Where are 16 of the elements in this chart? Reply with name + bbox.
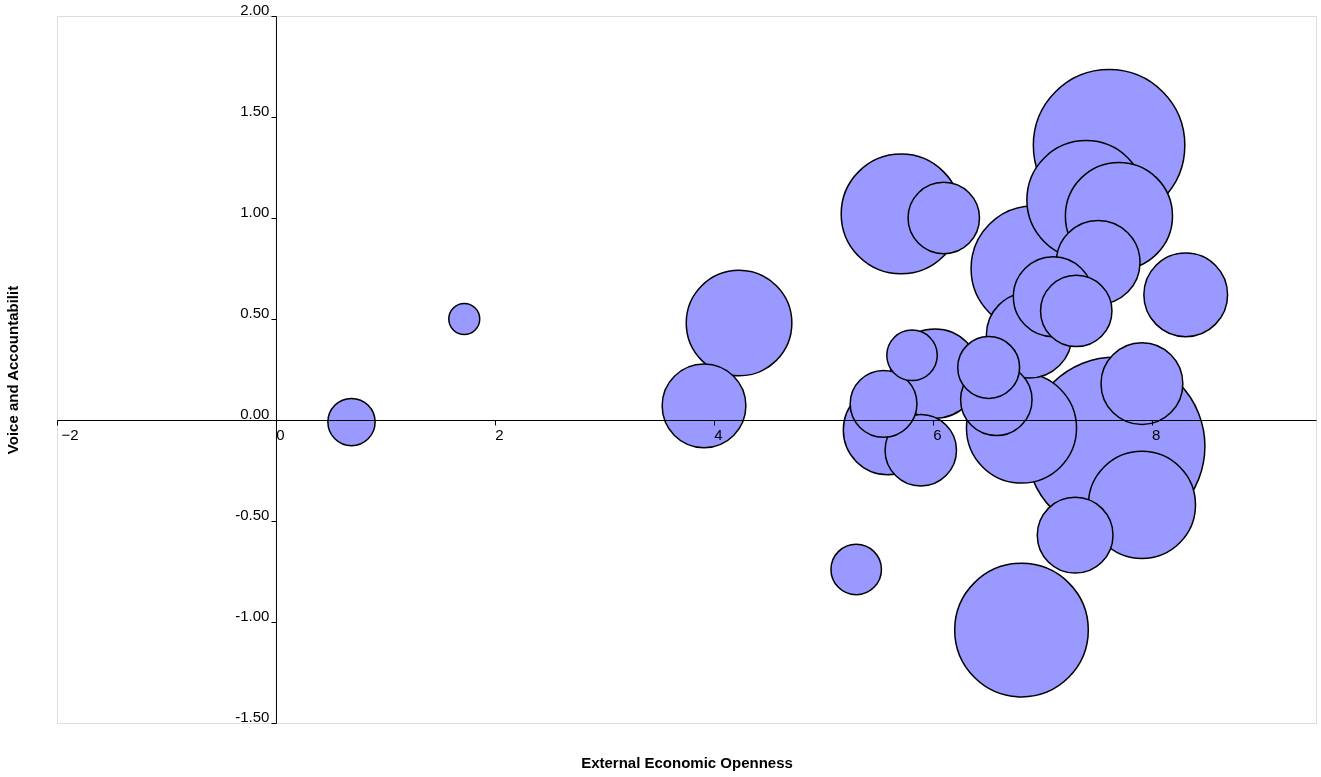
x-tick-label: 6: [933, 425, 942, 443]
y-tick-label: 0.50: [240, 303, 270, 321]
x-tick-label: 8: [1152, 425, 1161, 443]
x-tick-label: 4: [714, 425, 723, 443]
x-tick-label: 0: [276, 425, 285, 443]
x-axis-title: External Economic Openness: [581, 753, 793, 771]
x-tick-label: 2: [495, 425, 504, 443]
y-tick-label: -0.50: [235, 505, 270, 523]
y-tick-label: -1.00: [235, 606, 270, 624]
y-tick-label: -1.50: [235, 707, 270, 725]
x-tick-label: −2: [61, 425, 79, 443]
y-tick-label: 0.00: [240, 404, 270, 422]
y-axis-title: Voice and Accountabilit: [3, 285, 21, 455]
y-tick-label: 1.00: [240, 202, 270, 220]
y-tick-label: 2.00: [240, 0, 270, 18]
y-tick-label: 1.50: [240, 101, 270, 119]
